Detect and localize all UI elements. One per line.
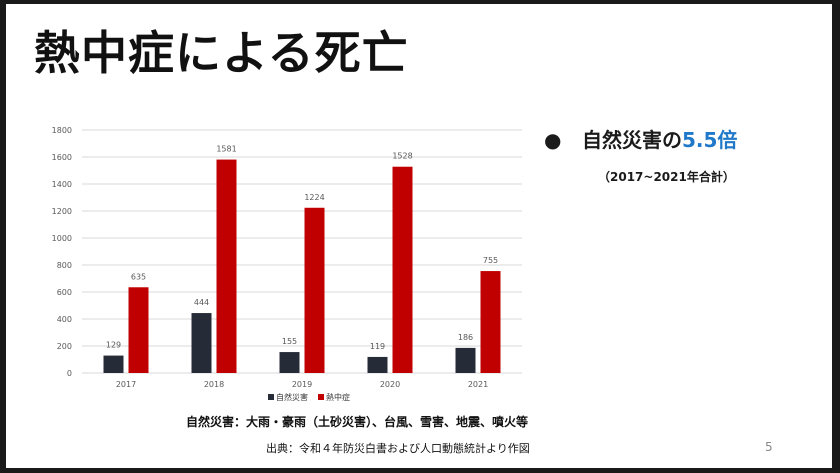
disaster-types-note: 自然災害：大雨・豪雨（土砂災害）、台風、雪害、地震、噴火等	[186, 415, 529, 429]
y-tick-label: 200	[57, 342, 72, 351]
bar-natural-disaster	[279, 352, 300, 373]
bar-heatstroke	[392, 166, 413, 373]
data-label: 129	[106, 341, 121, 350]
y-tick-label: 0	[67, 369, 72, 378]
data-label: 186	[458, 333, 473, 342]
bullet-marker: ●	[544, 128, 562, 152]
legend-label: 熱中症	[326, 392, 350, 402]
data-label: 635	[131, 272, 146, 281]
data-label: 1581	[216, 145, 236, 154]
y-tick-label: 800	[57, 261, 72, 270]
y-tick-label: 1600	[52, 153, 72, 162]
legend-label: 自然災害	[276, 392, 308, 402]
x-tick-label: 2021	[468, 380, 488, 389]
period-note: （2017~2021年合計）	[598, 170, 735, 184]
x-tick-label: 2018	[204, 380, 224, 389]
bar-heatstroke	[304, 207, 325, 373]
source-note: 出典：令和４年防災白書および人口動態統計より作図	[266, 442, 530, 455]
y-tick-label: 1800	[52, 126, 72, 135]
bar-heatstroke	[480, 271, 501, 373]
page-number: 5	[765, 440, 773, 454]
data-label: 755	[483, 256, 498, 265]
bullet-highlight: 5.5倍	[682, 128, 738, 152]
slide	[6, 4, 832, 468]
x-tick-label: 2017	[116, 380, 136, 389]
data-label: 444	[194, 298, 209, 307]
y-tick-label: 400	[57, 315, 72, 324]
legend-swatch	[268, 394, 274, 400]
slide-title: 熱中症による死亡	[34, 26, 409, 80]
window-edge	[832, 0, 840, 473]
x-tick-label: 2020	[380, 380, 400, 389]
x-tick-label: 2019	[292, 380, 312, 389]
data-label: 1224	[304, 193, 324, 202]
bar-heatstroke	[216, 159, 237, 373]
data-label: 155	[282, 337, 297, 346]
bar-natural-disaster	[367, 356, 388, 373]
data-label: 119	[370, 342, 385, 351]
bar-natural-disaster	[455, 347, 476, 373]
legend-swatch	[318, 394, 324, 400]
bar-natural-disaster	[191, 313, 212, 373]
y-tick-label: 600	[57, 288, 72, 297]
y-tick-label: 1200	[52, 207, 72, 216]
y-tick-label: 1400	[52, 180, 72, 189]
y-tick-label: 1000	[52, 234, 72, 243]
bar-natural-disaster	[103, 355, 124, 373]
bar-chart: 0 200 400 600 800 1000 1200 1400 1600 1800 129 635 2…	[52, 126, 522, 402]
bullet-point: ● 自然災害の5.5倍	[544, 124, 737, 153]
data-label: 1528	[392, 152, 412, 161]
bar-heatstroke	[128, 287, 149, 373]
bullet-text: 自然災害の	[582, 128, 682, 152]
